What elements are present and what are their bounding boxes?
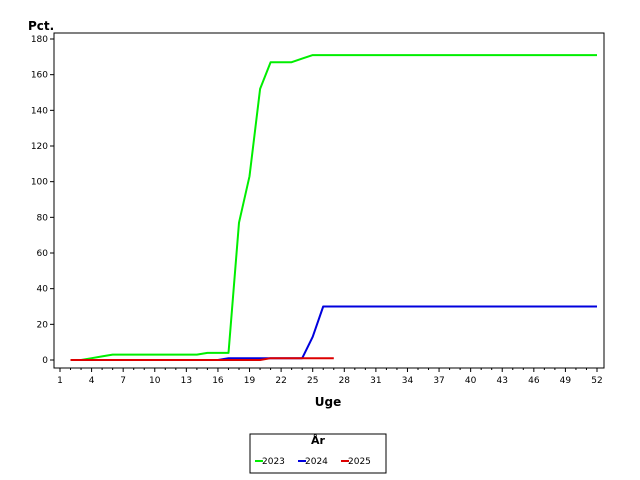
x-tick-label: 37 xyxy=(433,376,444,386)
legend-label-2025: 2025 xyxy=(348,457,371,467)
x-tick-label: 31 xyxy=(370,376,381,386)
x-tick-label: 28 xyxy=(339,376,351,386)
plot-frame xyxy=(53,32,605,369)
x-tick-label: 16 xyxy=(212,376,224,386)
x-tick-label: 49 xyxy=(560,376,572,386)
legend-title: År xyxy=(311,434,326,447)
y-tick-label: 80 xyxy=(37,213,49,223)
y-tick-label: 180 xyxy=(31,35,48,45)
legend-box xyxy=(249,433,387,474)
x-tick-label: 4 xyxy=(89,376,95,386)
legend-label-2024: 2024 xyxy=(305,457,328,467)
y-tick-label: 60 xyxy=(37,249,49,259)
y-tick-label: 100 xyxy=(31,178,48,188)
y-tick-label: 160 xyxy=(31,71,48,81)
legend: År 2023 2024 2025 xyxy=(249,433,387,474)
y-tick-label: 140 xyxy=(31,106,48,116)
x-tick-label: 1 xyxy=(57,376,63,386)
x-tick-label: 34 xyxy=(402,376,414,386)
series-line-2023 xyxy=(70,54,597,361)
y-axis: 0 20 40 60 80 100 120 140 160 180 xyxy=(31,35,54,366)
x-tick-label: 40 xyxy=(465,376,477,386)
x-tick-label: 22 xyxy=(275,376,286,386)
x-tick-label: 43 xyxy=(497,376,508,386)
x-axis-label: Uge xyxy=(315,395,341,409)
y-tick-label: 20 xyxy=(37,320,49,330)
x-tick-label: 13 xyxy=(181,376,192,386)
y-tick-label: 40 xyxy=(37,285,49,295)
series-layer xyxy=(70,54,597,361)
y-axis-label: Pct. xyxy=(28,19,54,33)
y-tick-label: 0 xyxy=(42,356,48,366)
series-line-2025 xyxy=(70,357,334,361)
legend-entries: 2023 2024 2025 xyxy=(255,457,371,467)
x-tick-label: 19 xyxy=(244,376,256,386)
x-tick-label: 10 xyxy=(149,376,161,386)
x-tick-label: 7 xyxy=(120,376,126,386)
x-axis: 1 4 7 10 13 16 19 22 25 28 31 34 37 40 43 46 49 52 xyxy=(57,368,603,386)
y-tick-label: 120 xyxy=(31,142,48,152)
legend-label-2023: 2023 xyxy=(262,457,285,467)
x-tick-label: 52 xyxy=(591,376,602,386)
x-tick-label: 46 xyxy=(528,376,540,386)
x-tick-label: 25 xyxy=(307,376,318,386)
